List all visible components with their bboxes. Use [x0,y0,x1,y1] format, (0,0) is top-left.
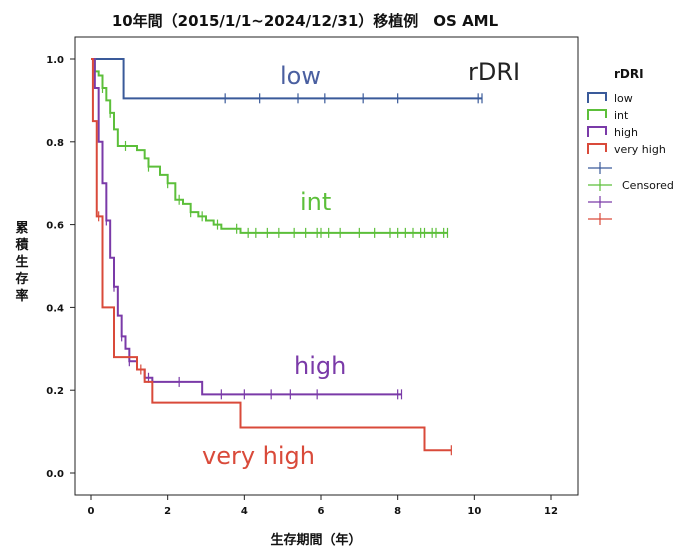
x-tick-label: 12 [544,506,558,517]
annotation-low: low [280,62,321,90]
legend-label-very-high: very high [614,143,666,156]
y-tick-label: 0.0 [46,469,64,480]
x-tick-label: 4 [241,506,248,517]
series-line-int [91,58,448,234]
y-tick-label: 1.0 [46,55,64,66]
annotation-high: high [294,352,346,380]
series-line-very-high [91,58,452,452]
legend: rDRI low int high very high Censored [587,67,674,225]
x-tick-label: 2 [164,506,171,517]
y-label-char: 累 [15,220,28,236]
y-tick-label: 0.4 [46,303,64,314]
legend-label-high: high [614,126,638,139]
x-tick-label: 10 [467,506,481,517]
chart-title: 10年間（2015/1/1~2024/12/31）移植例 OS AML [112,12,499,30]
annotation-int: int [300,188,331,216]
y-axis-ticks: 0.0 0.2 0.4 0.6 0.8 1.0 [46,55,75,480]
legend-swatch-high [587,126,607,137]
x-axis-label: 生存期間（年） [270,532,361,548]
x-axis-ticks: 0 2 4 6 8 10 12 [88,495,558,517]
legend-label-low: low [614,92,633,105]
x-tick-label: 8 [394,506,401,517]
y-label-char: 生 [15,254,28,270]
y-tick-label: 0.2 [46,386,64,397]
x-tick-label: 6 [318,506,325,517]
legend-swatch-int [587,109,607,120]
series-layer [91,58,483,456]
legend-swatch-low [587,92,607,103]
legend-censored-label: Censored [622,179,674,192]
y-tick-label: 0.8 [46,138,64,149]
legend-title: rDRI [614,67,644,81]
legend-swatch-very-high [587,143,607,154]
y-label-char: 率 [15,288,28,304]
series-line-high [91,58,402,396]
plot-frame [74,36,579,496]
legend-items: low int high very high [587,92,666,225]
y-tick-label: 0.6 [46,221,64,232]
annotation-corner: rDRI [468,58,520,86]
x-tick-label: 0 [88,506,95,517]
y-label-char: 積 [14,237,29,253]
annotation-very-high: very high [202,442,315,470]
y-label-char: 存 [15,271,28,287]
legend-label-int: int [614,109,629,122]
series-line-low [91,58,482,100]
